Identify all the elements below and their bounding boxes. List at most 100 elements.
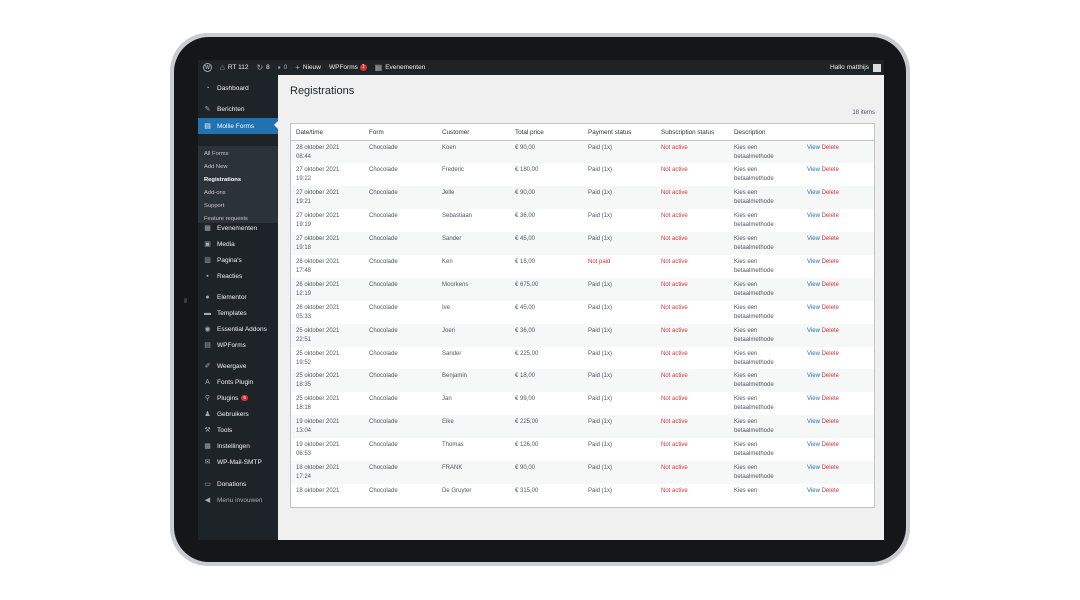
delete-link[interactable]: Delete [821,236,839,243]
view-link[interactable]: View [807,487,820,494]
cell-actions: View Delete [802,415,874,439]
delete-link[interactable]: Delete [821,396,839,403]
delete-link[interactable]: Delete [821,442,839,449]
view-link[interactable]: View [807,373,820,380]
cell-payment-status: Paid (1x) [588,304,613,311]
cell-description: Kies een [729,484,802,507]
submenu-support[interactable]: Support [204,203,225,209]
submenu-registrations[interactable]: Registrations [204,177,242,183]
cell-description: Kies een betaalmethode [729,209,802,232]
delete-link[interactable]: Delete [821,373,839,380]
sidebar-item-media[interactable]: ▣ Media [198,237,278,251]
submenu-feature-requests[interactable]: Feature requests [204,216,248,222]
updates-link[interactable]: ↻ 8 [256,62,269,72]
sidebar-item-label: Mollie Forms [217,122,255,130]
sidebar-item-wpforms[interactable]: ▤ WPForms [198,338,278,352]
view-link[interactable]: View [807,258,820,265]
view-link[interactable]: View [807,396,820,403]
delete-link[interactable]: Delete [821,281,839,288]
account-menu[interactable]: Hallo matthijs [829,63,881,72]
cell-total-price: € 675,00 [510,277,583,301]
cell-time: 19:52 [296,359,312,366]
wpforms-badge: 1 [359,64,367,71]
wordpress-logo-icon[interactable]: W [203,63,212,72]
cell-description-line1: Kies een [734,464,758,471]
collapse-menu-button[interactable]: ◀ Menu invouwen [198,493,278,507]
cell-actions: View Delete [802,163,874,186]
sidebar-item-templates[interactable]: ▬ Templates [198,306,278,320]
sidebar-item-wp-mail-smtp[interactable]: ✉ WP-Mail-SMTP [198,455,278,469]
cell-actions: View Delete [802,186,874,210]
sidebar-item-tools[interactable]: ⚒ Tools [198,423,278,437]
delete-link[interactable]: Delete [821,145,839,151]
cell-subscription-status: Not active [656,140,729,164]
delete-link[interactable]: Delete [821,327,839,334]
sidebar-item-donations[interactable]: ▭ Donations [198,477,278,491]
view-link[interactable]: View [807,304,820,311]
admin-sidebar: ◔ Dashboard ✎ Berichten ▤ Mollie Forms A… [198,75,278,540]
sidebar-item-mollie-forms[interactable]: ▤ Mollie Forms [198,118,278,134]
events-link[interactable]: ▦ Evenementen [375,63,426,72]
cell-date: 18 oktober 2021 [296,487,340,494]
view-link[interactable]: View [807,442,820,449]
delete-link[interactable]: Delete [821,304,839,311]
cell-total-price: € 18,00 [510,369,583,393]
greeting: Hallo matthijs [829,64,869,71]
cell-subscription-status: Not active [661,258,688,265]
cell-description: Kies een betaalmethode [729,392,802,415]
new-content-link[interactable]: + Nieuw [295,63,321,72]
sidebar-item-paginas[interactable]: ▥ Pagina's [198,253,278,267]
submenu-add-ons[interactable]: Add-ons [204,190,226,196]
view-link[interactable]: View [807,327,820,334]
view-link[interactable]: View [807,236,820,243]
sidebar-item-reacties[interactable]: ▪ Reacties [198,269,278,283]
comments-link[interactable]: ▪ 0 [277,62,287,72]
delete-link[interactable]: Delete [821,167,839,174]
delete-link[interactable]: Delete [821,213,839,220]
view-link[interactable]: View [807,213,820,220]
sidebar-item-plugins[interactable]: ⚲ Plugins 6 [198,391,278,405]
cell-form: Chocolade [364,323,437,347]
sidebar-item-weergave[interactable]: ✐ Weergave [198,359,278,373]
sidebar-item-elementor[interactable]: ● Elementor [198,290,278,304]
form-icon: ▤ [204,123,211,130]
delete-link[interactable]: Delete [821,464,839,471]
sidebar-item-label: Media [217,240,235,248]
registrations-table: Date/time Form Customer Total price Paym… [290,123,875,508]
delete-link[interactable]: Delete [821,487,839,494]
cell-actions: View Delete [802,140,874,164]
sidebar-item-instellingen[interactable]: ▦ Instellingen [198,439,278,453]
delete-link[interactable]: Delete [821,190,839,197]
tablet-camera [184,298,187,303]
delete-link[interactable]: Delete [821,258,839,265]
sidebar-item-berichten[interactable]: ✎ Berichten [198,102,278,116]
delete-link[interactable]: Delete [821,350,839,357]
sidebar-item-fonts-plugin[interactable]: A Fonts Plugin [198,375,278,389]
view-link[interactable]: View [807,167,820,174]
cell-description: Kies een betaalmethode [729,301,802,324]
site-name-link[interactable]: ⌂ RT 112 [220,63,248,72]
submenu-all-forms[interactable]: All Forms [204,151,229,157]
cell-actions: View Delete [802,301,874,324]
calendar-icon: ▦ [204,225,211,232]
sidebar-item-essential-addons[interactable]: ◉ Essential Addons [198,322,278,336]
view-link[interactable]: View [807,190,820,197]
view-link[interactable]: View [807,464,820,471]
sidebar-item-gebruikers[interactable]: ♟ Gebruikers [198,407,278,421]
wpforms-link[interactable]: WPForms 1 [329,64,367,71]
folder-icon: ▬ [204,309,211,317]
delete-link[interactable]: Delete [821,419,839,426]
sidebar-item-dashboard[interactable]: ◔ Dashboard [198,81,278,95]
updates-icon: ↻ [256,62,264,72]
cell-payment-status: Paid (1x) [588,442,613,449]
cell-total-price: € 315,00 [515,487,539,494]
cell-datetime: 27 oktober 2021 19:19 [291,209,364,232]
sidebar-item-label: WPForms [217,341,246,349]
sidebar-item-evenementen[interactable]: ▦ Evenementen [198,221,278,235]
view-link[interactable]: View [807,350,820,357]
view-link[interactable]: View [807,419,820,426]
comment-icon: ▪ [277,62,281,72]
submenu-add-new[interactable]: Add New [204,164,228,170]
view-link[interactable]: View [807,145,820,151]
view-link[interactable]: View [807,281,820,288]
